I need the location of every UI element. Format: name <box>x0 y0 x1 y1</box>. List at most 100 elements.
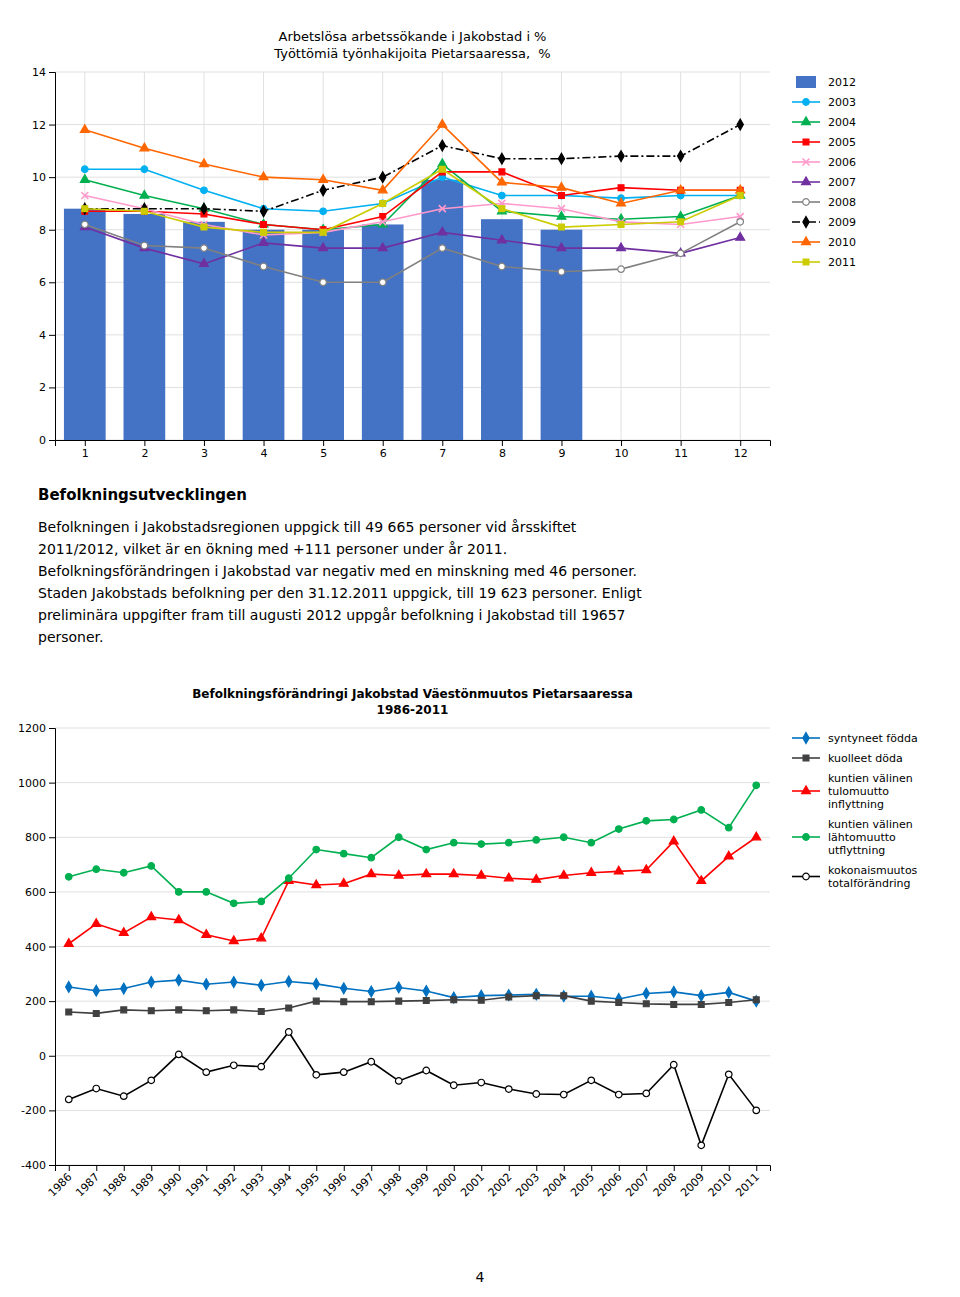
legend-label-line: inflyttning <box>828 798 884 811</box>
marker <box>141 242 148 249</box>
plot-marks <box>64 119 745 440</box>
tick-label: 1989 <box>128 1171 157 1200</box>
marker <box>320 229 326 235</box>
marker <box>671 986 677 997</box>
marker <box>423 998 429 1004</box>
tick-label: 6 <box>39 276 46 289</box>
legend-label-line: kuntien välinen <box>828 772 913 785</box>
bar <box>362 224 404 440</box>
marker <box>753 1107 760 1114</box>
series <box>65 782 759 907</box>
grid-line-y <box>55 1110 770 1111</box>
legend-label-line: utflyttning <box>828 844 885 857</box>
tick-mark <box>261 1165 262 1171</box>
marker <box>396 998 402 1004</box>
marker <box>618 222 624 228</box>
bar <box>124 214 166 440</box>
marker <box>753 782 760 789</box>
line <box>69 785 757 903</box>
marker <box>201 187 208 194</box>
tick: 1200 <box>18 722 55 735</box>
marker <box>451 992 457 1003</box>
line <box>69 980 757 1001</box>
x-axis: 1986198719881989199019911992199319941995… <box>46 1165 771 1200</box>
marker <box>422 869 431 877</box>
legend-marker <box>802 237 811 245</box>
tick-mark <box>49 230 55 231</box>
tick-label: 8 <box>39 224 46 237</box>
series <box>82 166 744 215</box>
tick-mark <box>234 1165 235 1171</box>
marker <box>506 990 512 1001</box>
tick-mark <box>49 1110 55 1111</box>
tick-mark <box>561 440 562 446</box>
marker <box>698 1001 704 1007</box>
marker <box>82 166 89 173</box>
tick: 1990 <box>156 1165 185 1200</box>
marker <box>505 839 512 846</box>
marker <box>141 203 147 214</box>
tick-mark <box>289 1165 290 1171</box>
tick-label: 10 <box>32 171 46 184</box>
marker <box>618 151 624 162</box>
bar <box>481 219 523 440</box>
marker <box>558 268 565 275</box>
tick-label: 1988 <box>101 1171 130 1200</box>
legend-label-line: 2005 <box>828 136 856 149</box>
tick: 800 <box>25 831 55 844</box>
marker <box>752 832 761 840</box>
tick-mark <box>49 125 55 126</box>
legend-marker <box>802 786 811 794</box>
marker <box>82 203 88 214</box>
marker <box>678 219 684 225</box>
tick: 2009 <box>678 1165 707 1200</box>
legend-label-line: totalförändring <box>828 877 911 890</box>
legend-item: kuntien välinentulomuuttoinflyttning <box>792 772 913 811</box>
marker <box>557 211 566 219</box>
marker <box>588 998 594 1004</box>
marker <box>201 245 208 252</box>
body-line: preliminära uppgifter fram till augusti … <box>38 607 626 623</box>
tick-label: 9 <box>558 447 565 460</box>
marker <box>80 222 89 230</box>
marker <box>147 912 156 920</box>
series <box>64 180 582 440</box>
marker <box>80 175 89 183</box>
chart-title: Arbetslösa arbetssökande i Jakobstad i %… <box>273 29 550 61</box>
marker <box>698 990 704 1001</box>
marker <box>697 876 706 884</box>
tick: 0 <box>39 1050 55 1063</box>
marker <box>320 279 327 286</box>
tick-mark <box>49 282 55 283</box>
marker <box>285 1029 292 1036</box>
tick: 1991 <box>183 1165 212 1200</box>
tick-mark <box>646 1165 647 1171</box>
marker <box>587 868 596 876</box>
legend-label-line: 2010 <box>828 236 856 249</box>
tick: 1997 <box>348 1165 377 1200</box>
tick-label: 1000 <box>18 777 46 790</box>
tick-label: 1993 <box>238 1171 267 1200</box>
marker <box>93 866 100 873</box>
tick-mark <box>49 440 55 441</box>
series <box>64 832 760 946</box>
tick: 10 <box>615 440 629 460</box>
marker <box>477 870 486 878</box>
marker <box>340 1069 347 1076</box>
tick-mark <box>49 947 55 948</box>
line <box>85 227 740 264</box>
tick-mark <box>674 1165 675 1171</box>
marker <box>643 1090 650 1097</box>
marker <box>671 1001 677 1007</box>
legend-label-line: kuntien välinen <box>828 818 913 831</box>
marker <box>669 836 678 844</box>
marker <box>670 816 677 823</box>
tick-label: 5 <box>320 447 327 460</box>
grid-line-y <box>55 72 770 73</box>
line <box>85 222 740 282</box>
marker <box>618 185 624 191</box>
legend-marker <box>803 755 809 761</box>
tick-label: 0 <box>39 434 46 447</box>
marker <box>148 1077 155 1084</box>
legend-marker <box>803 199 810 206</box>
